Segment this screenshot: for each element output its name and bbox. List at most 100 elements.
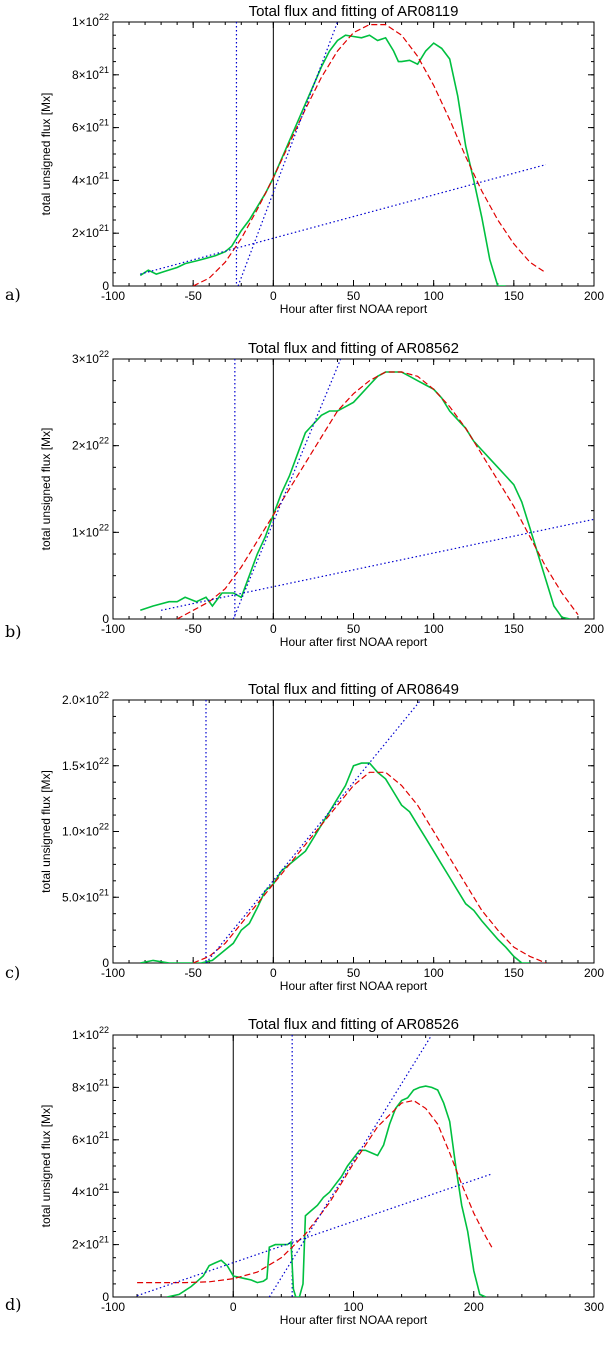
series-flux-data: [140, 762, 530, 963]
plot-frame: [112, 358, 595, 620]
y-tick-label: 1×1022: [72, 522, 109, 539]
y-tick-mantissa: 2×10: [72, 226, 99, 240]
y-tick-label: 0: [102, 1290, 109, 1304]
series-gaussian-fit: [137, 1099, 493, 1284]
y-tick-exponent: 21: [99, 118, 109, 128]
series-flux-data: [166, 1085, 487, 1297]
series-flux-data: [139, 34, 506, 286]
y-tick-label: 6×1021: [72, 118, 109, 135]
y-tick-mantissa: 2×10: [72, 439, 99, 453]
x-tick-label: -100: [101, 622, 125, 636]
x-tick-label: 0: [230, 1300, 237, 1314]
x-tick-label: 200: [584, 966, 604, 980]
series-linear-fit: [237, 22, 339, 286]
x-tick-label: 200: [584, 289, 604, 303]
y-tick-label: 4×1021: [72, 170, 109, 187]
x-tick-label: 150: [504, 966, 524, 980]
y-axis-label: total unsigned flux [Mx]: [39, 428, 53, 551]
y-tick-mantissa: 0: [102, 279, 109, 293]
x-tick-label: 0: [270, 966, 277, 980]
x-tick-label: -100: [101, 1300, 125, 1314]
y-tick-label: 6×1021: [72, 1130, 109, 1147]
y-tick-exponent: 21: [99, 1182, 109, 1192]
y-tick-label: 4×1021: [72, 1182, 109, 1199]
y-tick-label: 1×1022: [72, 1025, 109, 1042]
x-tick-label: 200: [584, 622, 604, 636]
y-tick-mantissa: 1×10: [72, 1028, 99, 1042]
y-axis-label: total unsigned flux [Mx]: [39, 1105, 53, 1228]
y-tick-mantissa: 8×10: [72, 68, 99, 82]
y-tick-exponent: 21: [99, 223, 109, 233]
y-tick-exponent: 22: [99, 522, 109, 532]
plot-frame: [112, 21, 595, 287]
y-tick-exponent: 22: [99, 349, 109, 359]
x-tick-label: 0: [270, 289, 277, 303]
x-axis-label: Hour after first NOAA report: [280, 302, 428, 316]
y-tick-mantissa: 4×10: [72, 173, 99, 187]
y-tick-exponent: 22: [99, 756, 109, 766]
series-linear-fit: [136, 1173, 492, 1297]
y-tick-mantissa: 5.0×10: [62, 890, 99, 904]
x-tick-label: -50: [184, 966, 202, 980]
y-tick-label: 2×1021: [72, 1235, 109, 1252]
x-tick-label: 200: [464, 1300, 484, 1314]
series-gaussian-fit: [176, 371, 579, 619]
y-tick-mantissa: 1×10: [72, 525, 99, 539]
x-axis-label: Hour after first NOAA report: [280, 635, 428, 649]
y-tick-label: 1.5×1022: [62, 756, 109, 773]
x-tick-label: 100: [424, 622, 444, 636]
chart-panel-a: Total flux and fitting of AR08119 -100 -50…: [5, 3, 604, 316]
y-tick-label: 2×1022: [72, 436, 109, 453]
series-linear-fit: [268, 1035, 433, 1297]
panel-label: a): [5, 285, 21, 304]
y-tick-label: 3×1022: [72, 349, 109, 366]
chart-panel-c: Total flux and fitting of AR08649 -100 -50…: [5, 681, 604, 993]
y-tick-label: 1.0×1022: [62, 822, 109, 839]
series-linear-fit: [140, 164, 547, 275]
x-tick-label: 100: [424, 966, 444, 980]
y-tick-exponent: 21: [99, 887, 109, 897]
series-gaussian-fit: [192, 24, 547, 286]
y-tick-exponent: 22: [99, 436, 109, 446]
y-axis-label: total unsigned flux [Mx]: [39, 770, 53, 893]
x-tick-label: 100: [343, 1300, 363, 1314]
y-tick-label: 8×1021: [72, 65, 109, 82]
y-tick-label: 0: [102, 956, 109, 970]
x-tick-label: 100: [424, 289, 444, 303]
y-tick-exponent: 21: [99, 1130, 109, 1140]
y-tick-exponent: 21: [99, 1077, 109, 1087]
x-tick-label: 300: [584, 1300, 604, 1314]
plot-frame: [112, 699, 595, 964]
x-tick-label: 0: [270, 622, 277, 636]
y-tick-mantissa: 0: [102, 612, 109, 626]
y-tick-exponent: 22: [99, 822, 109, 832]
y-tick-label: 8×1021: [72, 1077, 109, 1094]
y-tick-label: 2.0×1022: [62, 690, 109, 707]
panel-label: d): [5, 1295, 21, 1314]
y-tick-mantissa: 6×10: [72, 121, 99, 135]
y-tick-exponent: 21: [99, 65, 109, 75]
y-tick-label: 2×1021: [72, 223, 109, 240]
plot-frame: [112, 1034, 595, 1298]
y-tick-mantissa: 3×10: [72, 352, 99, 366]
x-tick-label: -100: [101, 289, 125, 303]
x-tick-label: 50: [347, 622, 361, 636]
x-tick-label: 50: [347, 289, 361, 303]
x-tick-label: -50: [184, 289, 202, 303]
y-tick-mantissa: 1.0×10: [62, 825, 99, 839]
series-linear-fit: [205, 700, 422, 963]
x-tick-label: -100: [101, 966, 125, 980]
y-tick-mantissa: 8×10: [72, 1080, 99, 1094]
y-tick-label: 0: [102, 612, 109, 626]
y-axis-label: total unsigned flux [Mx]: [39, 93, 53, 216]
chart-panel-d: Total flux and fitting of AR08526-100 0 10…: [5, 1016, 604, 1327]
y-tick-exponent: 21: [99, 170, 109, 180]
y-tick-mantissa: 2×10: [72, 1238, 99, 1252]
chart-title: Total flux and fitting of AR08119: [249, 3, 459, 20]
chart-title: Total flux and fitting of AR08649: [248, 681, 459, 698]
x-tick-label: 150: [504, 289, 524, 303]
y-tick-exponent: 22: [99, 1025, 109, 1035]
y-tick-exponent: 21: [99, 1235, 109, 1245]
y-tick-mantissa: 1.5×10: [62, 759, 99, 773]
panel-label: b): [5, 622, 21, 641]
